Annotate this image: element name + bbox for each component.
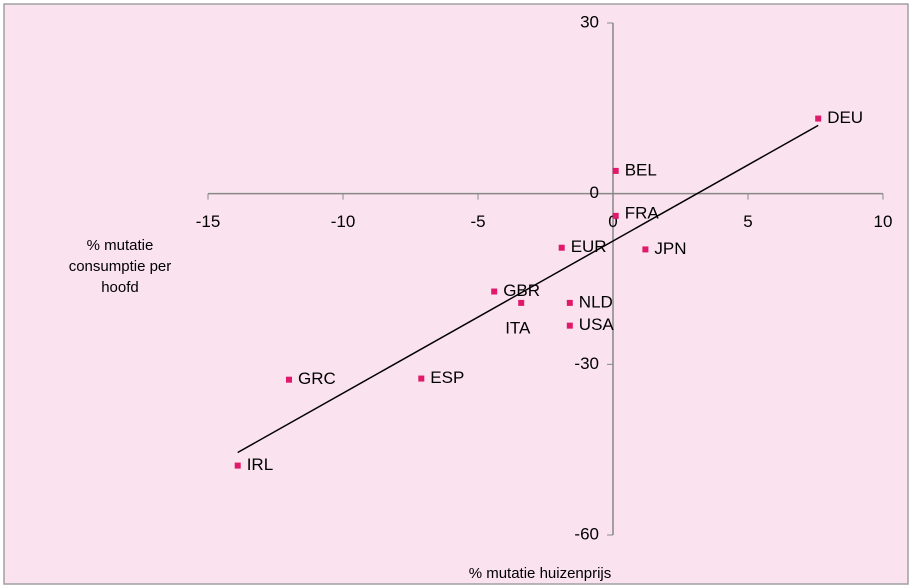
point <box>418 375 425 382</box>
x-tick-label: 0 <box>608 212 617 231</box>
point <box>234 462 241 469</box>
x-tick-label: -10 <box>331 212 356 231</box>
point-label: FRA <box>625 203 660 222</box>
y-tick-label: 0 <box>590 183 599 202</box>
point-label: ITA <box>505 318 531 337</box>
y-tick-label: -30 <box>574 354 599 373</box>
x-tick-label: -15 <box>196 212 221 231</box>
point-label: ESP <box>430 368 464 387</box>
y-tick-label: 30 <box>580 12 599 31</box>
point-label: EUR <box>571 237 607 256</box>
point <box>612 167 619 174</box>
point-label: DEU <box>827 108 863 127</box>
x-axis-title: % mutatie huizenprijs <box>469 565 612 582</box>
x-tick-label: 10 <box>874 212 893 231</box>
x-tick-label: -5 <box>470 212 485 231</box>
y-axis-title: consumptie per <box>69 258 172 275</box>
point-label: JPN <box>654 239 686 258</box>
point <box>286 376 292 383</box>
x-tick-label: 5 <box>743 212 752 231</box>
point <box>518 299 525 306</box>
point <box>491 288 498 295</box>
plot-background <box>3 3 909 585</box>
trendline <box>237 124 819 454</box>
y-tick-label: -60 <box>574 524 599 543</box>
y-axis-title: % mutatie <box>87 237 154 254</box>
point-label: IRL <box>247 455 273 474</box>
point-label: BEL <box>625 160 657 179</box>
point-label: NLD <box>579 292 613 311</box>
point <box>815 115 822 122</box>
point <box>612 212 619 219</box>
point-label: GBR <box>503 281 540 300</box>
point <box>558 244 565 251</box>
point <box>566 299 573 306</box>
point <box>642 246 649 253</box>
y-axis-title: hoofd <box>101 279 139 296</box>
point <box>566 322 573 329</box>
point-label: GRC <box>298 369 336 388</box>
point-label: USA <box>579 315 615 334</box>
